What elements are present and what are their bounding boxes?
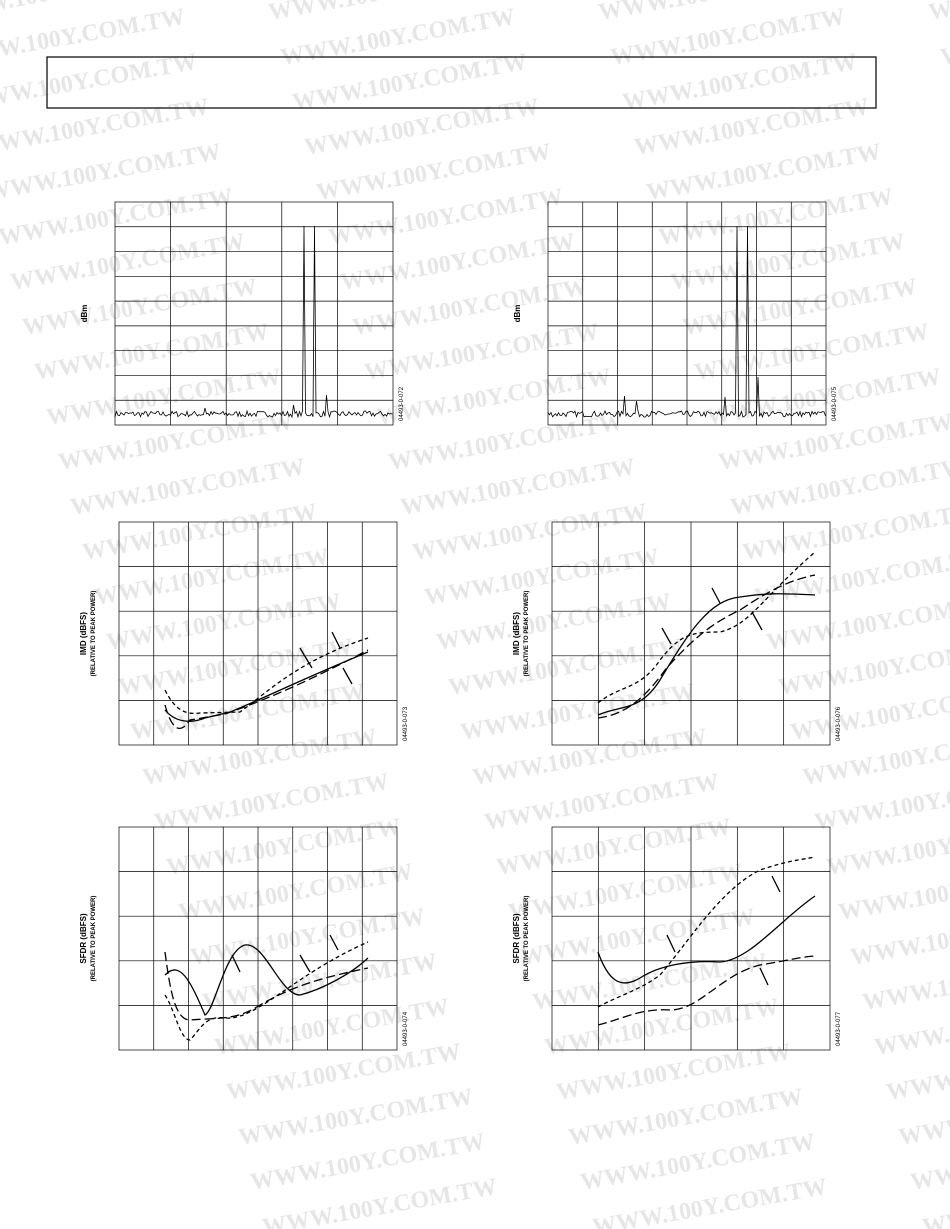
curve — [597, 856, 816, 1008]
curve — [597, 574, 816, 719]
figure-code: 04493-0-073 — [403, 706, 409, 741]
arrow — [661, 587, 763, 645]
y-axis-sublabel: (RELATIVE TO PEAK POWER) — [91, 591, 97, 677]
y-axis-sublabel: (RELATIVE TO PEAK POWER) — [524, 591, 530, 677]
figure-code: 04493-0-072 — [399, 386, 405, 421]
figure: dBm 04493-0-075 — [513, 201, 838, 426]
curve — [164, 637, 369, 715]
curve — [164, 951, 369, 1021]
y-axis-label: SFDR (dBFS) — [79, 913, 88, 964]
figure-code: 04493-0-075 — [832, 386, 838, 421]
arrow — [299, 631, 353, 685]
arrow — [666, 875, 781, 986]
curve — [164, 944, 369, 1016]
figure-code: 04493-0-074 — [403, 1011, 409, 1046]
curve — [164, 649, 369, 730]
arrow — [231, 934, 339, 973]
curve — [597, 895, 816, 984]
header-box — [46, 56, 877, 109]
y-axis-sublabel: (RELATIVE TO PEAK POWER) — [91, 896, 97, 982]
figure: IMD (dBFS) (RELATIVE TO PEAK POWER) 04493-… — [512, 521, 842, 746]
spectrum-trace — [114, 225, 393, 419]
curve — [597, 593, 816, 716]
watermark-text: WWW.100Y.COM.TW — [927, 0, 950, 26]
figure: SFDR (dBFS) (RELATIVE TO PEAK POWER) 04493… — [512, 826, 842, 1051]
figure: IMD (dBFS) (RELATIVE TO PEAK POWER) 04493-… — [79, 521, 409, 746]
curve — [164, 941, 369, 1041]
y-axis-label: dBm — [513, 305, 522, 323]
curve — [597, 551, 816, 704]
curves — [164, 551, 816, 1041]
y-axis-label: IMD (dBFS) — [512, 612, 521, 655]
y-axis-label: SFDR (dBFS) — [512, 913, 521, 964]
figure: dBm 04493-0-072 — [80, 201, 405, 426]
plot-frame — [114, 201, 394, 426]
figure-code: 04493-0-076 — [836, 706, 842, 741]
figure-code: 04493-0-077 — [836, 1011, 842, 1046]
y-axis-sublabel: (RELATIVE TO PEAK POWER) — [524, 896, 530, 982]
y-axis-label: dBm — [80, 305, 89, 323]
y-axis-label: IMD (dBFS) — [79, 612, 88, 655]
spectrum-trace — [547, 225, 826, 419]
figure: SFDR (dBFS) (RELATIVE TO PEAK POWER) 04493… — [79, 826, 409, 1051]
